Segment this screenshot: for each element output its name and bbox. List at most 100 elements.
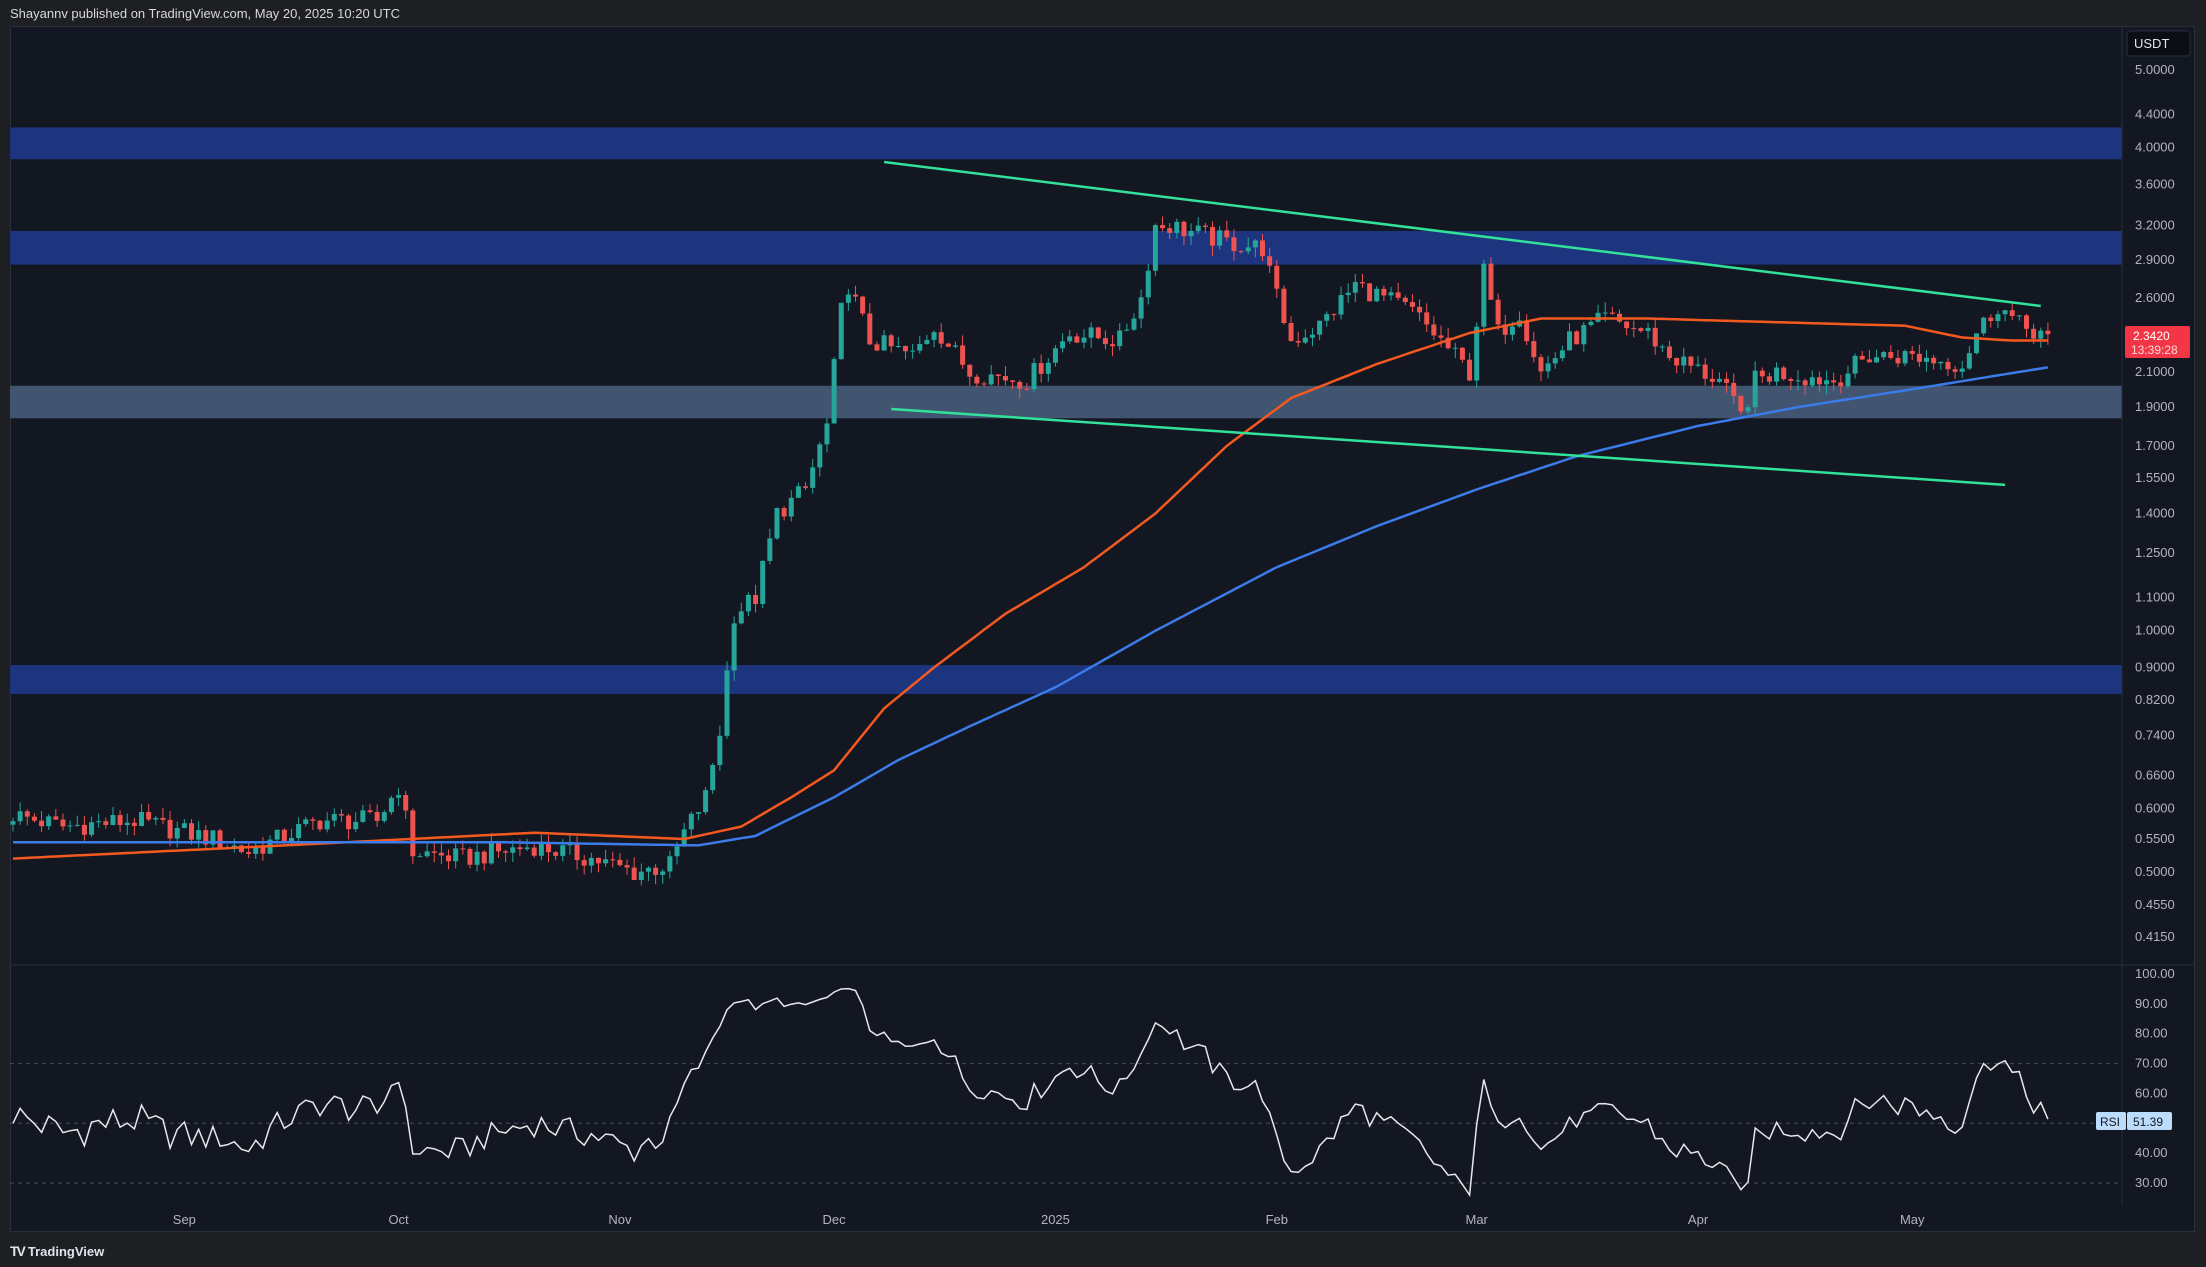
candle-body <box>2023 315 2029 329</box>
price-tick: 1.0000 <box>2135 623 2175 638</box>
candle-body <box>1524 320 1530 342</box>
candle-body <box>1945 361 1951 370</box>
candle-body <box>1195 225 1201 232</box>
price-tick: 0.8200 <box>2135 692 2175 707</box>
candle-body <box>1674 358 1680 366</box>
price-tick: 4.0000 <box>2135 140 2175 155</box>
candle-body <box>1317 320 1323 335</box>
candle-body <box>1181 221 1187 237</box>
candle-body <box>774 508 780 539</box>
candle-body <box>438 852 444 856</box>
rsi-tick: 30.00 <box>2135 1175 2168 1190</box>
candle-body <box>238 845 244 853</box>
candle-body <box>624 865 630 868</box>
candle-body <box>10 821 16 825</box>
price-tick: 3.2000 <box>2135 217 2175 232</box>
candle-body <box>888 335 894 347</box>
candle-body <box>603 859 609 864</box>
rsi-tick: 70.00 <box>2135 1056 2168 1071</box>
candle-body <box>1031 363 1037 390</box>
candle-body <box>17 811 23 822</box>
rsi-axis[interactable]: 100.00 90.00 80.00 70.00 60.00 40.00 30.00 <box>2135 966 2175 1190</box>
price-tick: 1.7000 <box>2135 438 2175 453</box>
candle-body <box>1445 337 1451 349</box>
chart-panel[interactable] <box>10 26 2195 1232</box>
candle-body <box>1224 230 1230 238</box>
candle-body <box>46 816 52 827</box>
candle-body <box>1559 350 1565 359</box>
candle-body <box>1709 378 1715 382</box>
candle-body <box>288 838 294 842</box>
candle-body <box>753 594 759 604</box>
candle-body <box>1017 381 1023 389</box>
time-tick: May <box>1900 1212 1925 1227</box>
candle-body <box>1788 379 1794 381</box>
candle-body <box>24 811 30 817</box>
price-tick: 1.5500 <box>2135 470 2175 485</box>
candle-body <box>1959 368 1965 372</box>
rsi-tick: 80.00 <box>2135 1026 2168 1041</box>
candle-body <box>1938 361 1944 364</box>
candle-body <box>1252 240 1258 248</box>
candle-body <box>1174 221 1180 233</box>
candle-body <box>2031 328 2037 339</box>
price-axis[interactable]: 5.0000 4.4000 4.0000 3.6000 3.2000 2.9000 2.60… <box>2135 62 2175 944</box>
candle-body <box>1231 237 1237 252</box>
candle-body <box>60 819 66 827</box>
candle-body <box>1488 263 1494 300</box>
candle-body <box>860 296 866 314</box>
candle-body <box>1638 328 1644 331</box>
candle-body <box>1352 282 1358 293</box>
price-zone <box>10 127 2122 160</box>
candle-body <box>1995 314 2001 322</box>
candle-body <box>424 851 430 857</box>
time-axis[interactable]: Sep Oct Nov Dec 2025 Feb Mar Apr May <box>173 1212 1925 1227</box>
candle-body <box>1302 337 1308 343</box>
time-tick: Oct <box>388 1212 409 1227</box>
candle-body <box>360 810 366 822</box>
rsi-value-label: RSI 51.39 <box>2096 1112 2172 1130</box>
currency-badge[interactable]: USDT <box>2126 30 2191 57</box>
candle-body <box>1481 263 1487 327</box>
candle-body <box>667 856 673 872</box>
price-tick: 0.4150 <box>2135 929 2175 944</box>
candle-body <box>945 343 951 347</box>
candle-body <box>1909 351 1915 354</box>
candle-body <box>560 845 566 856</box>
candle-body <box>1495 299 1501 325</box>
candle-body <box>1574 331 1580 345</box>
candle-body <box>838 302 844 360</box>
candle-body <box>1816 377 1822 385</box>
candle-body <box>331 814 337 821</box>
candle-body <box>31 816 37 821</box>
candle-body <box>574 843 580 861</box>
candle-body <box>1881 352 1887 358</box>
time-tick: Apr <box>1688 1212 1709 1227</box>
time-tick: Sep <box>173 1212 196 1227</box>
candle-body <box>824 423 830 445</box>
candle-body <box>767 538 773 561</box>
candle-body <box>1152 225 1158 271</box>
candle-body <box>374 811 380 821</box>
candle-body <box>995 374 1001 377</box>
candle-body <box>1895 357 1901 364</box>
candle-body <box>467 849 473 865</box>
candle-body <box>517 847 523 850</box>
candles <box>10 216 2051 886</box>
candle-body <box>1988 317 1994 322</box>
price-tick: 5.0000 <box>2135 62 2175 77</box>
candle-body <box>960 345 966 365</box>
candle-body <box>617 859 623 866</box>
candle-body <box>1924 357 1930 362</box>
tradingview-logo[interactable]: TV TradingView <box>10 1243 104 1259</box>
bar-countdown: 13:39:28 <box>2131 343 2178 357</box>
price-tick: 1.4000 <box>2135 506 2175 521</box>
candle-body <box>1631 328 1637 330</box>
candle-body <box>1359 282 1365 284</box>
candle-body <box>853 294 859 297</box>
candle-body <box>1295 341 1301 343</box>
candle-body <box>96 821 102 823</box>
candle-body <box>253 847 259 854</box>
price-tick: 0.4550 <box>2135 897 2175 912</box>
